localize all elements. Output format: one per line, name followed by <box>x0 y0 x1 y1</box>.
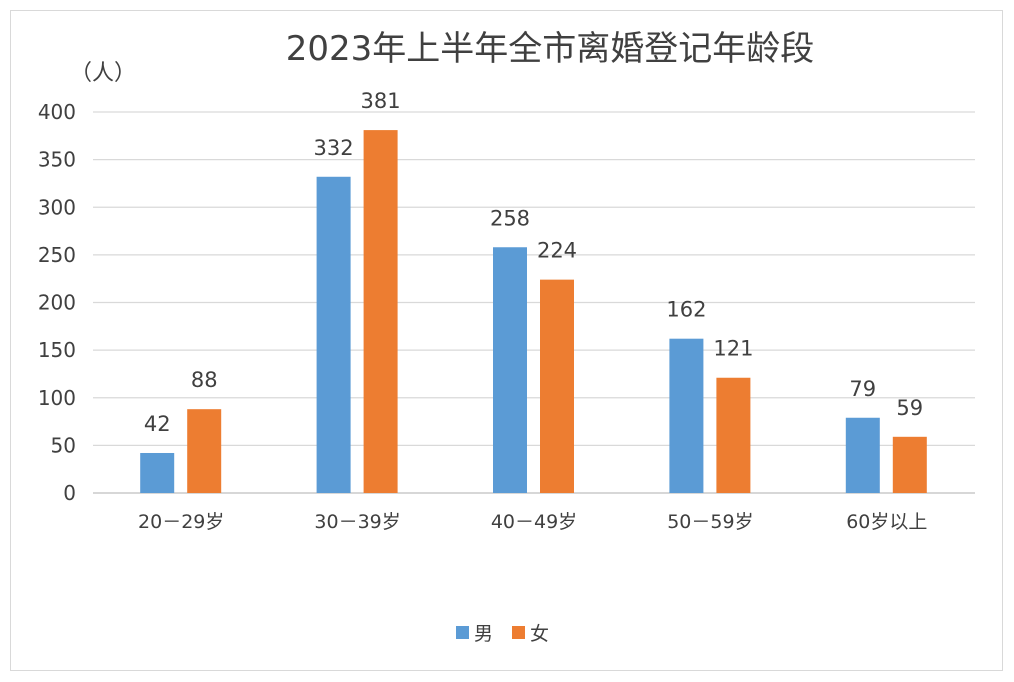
data-label: 381 <box>361 89 401 113</box>
y-tick-label: 350 <box>38 148 76 172</box>
y-tick-label: 400 <box>38 100 76 124</box>
x-tick-label: 40－49岁 <box>491 511 577 533</box>
data-label: 258 <box>490 206 530 230</box>
data-label: 332 <box>314 136 354 160</box>
legend-swatch <box>456 626 469 639</box>
legend-swatch <box>512 626 525 639</box>
legend: 男女 <box>456 623 549 645</box>
y-tick-label: 250 <box>38 243 76 267</box>
data-label: 42 <box>144 412 171 436</box>
y-tick-label: 150 <box>38 338 76 362</box>
y-tick-label: 200 <box>38 291 76 315</box>
bar-女-50－59岁 <box>716 377 751 493</box>
data-label: 88 <box>191 368 218 392</box>
data-label: 162 <box>666 298 706 322</box>
data-label: 59 <box>896 396 923 420</box>
x-tick-label: 50－59岁 <box>667 511 753 533</box>
bar-男-50－59岁 <box>669 338 704 493</box>
x-tick-label: 20－29岁 <box>138 511 224 533</box>
legend-label: 男 <box>474 623 493 645</box>
y-axis-unit-label: （人） <box>70 61 136 86</box>
bar-女-60岁以上 <box>892 436 927 493</box>
data-label: 224 <box>537 239 577 263</box>
bar-男-30－39岁 <box>316 176 351 493</box>
data-label: 121 <box>713 337 753 361</box>
chart-title: 2023年上半年全市离婚登记年龄段 <box>286 29 815 69</box>
y-tick-label: 50 <box>51 433 76 457</box>
bar-男-40－49岁 <box>493 247 527 493</box>
legend-label: 女 <box>530 623 549 645</box>
y-tick-label: 300 <box>38 195 76 219</box>
x-tick-label: 60岁以上 <box>846 511 927 533</box>
y-tick-label: 100 <box>38 386 76 410</box>
x-tick-label: 30－39岁 <box>314 511 400 533</box>
bar-男-60岁以上 <box>845 417 880 493</box>
bar-女-20－29岁 <box>187 409 222 493</box>
bar-男-20－29岁 <box>140 452 175 493</box>
bar-女-30－39岁 <box>363 130 398 493</box>
y-tick-label: 0 <box>63 481 76 505</box>
bar-女-40－49岁 <box>540 279 574 493</box>
chart-frame <box>10 10 1003 671</box>
data-label: 79 <box>849 377 876 401</box>
